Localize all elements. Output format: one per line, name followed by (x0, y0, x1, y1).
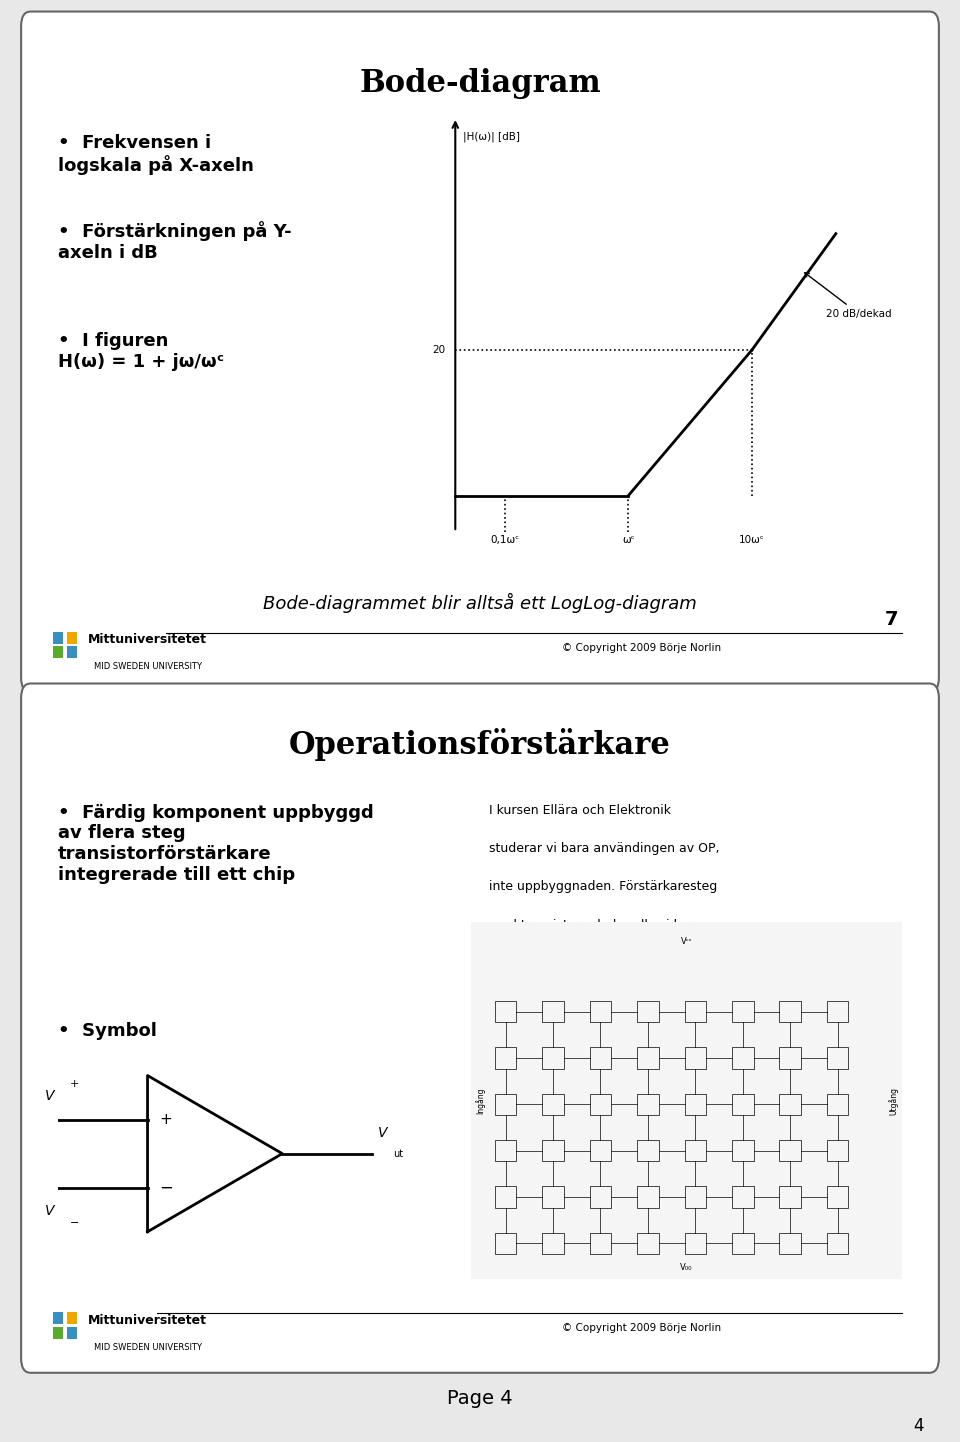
Text: Ingång: Ingång (475, 1087, 485, 1115)
Text: ωᶜ: ωᶜ (622, 535, 635, 545)
Bar (780, 1047, 801, 1069)
Bar (827, 1187, 849, 1208)
Bar (589, 1047, 612, 1069)
Bar (53, 632, 63, 643)
Bar (684, 1233, 706, 1255)
Bar (53, 1312, 63, 1324)
Bar (732, 1187, 754, 1208)
Bar (780, 1233, 801, 1255)
Bar (780, 1093, 801, 1115)
Bar (494, 1093, 516, 1115)
Bar (637, 1187, 659, 1208)
Bar (684, 1093, 706, 1115)
Bar (53, 1327, 63, 1338)
Text: 0,1ωᶜ: 0,1ωᶜ (491, 535, 519, 545)
Bar (827, 1047, 849, 1069)
Bar (542, 1001, 564, 1022)
Bar (827, 1233, 849, 1255)
Bar (66, 1327, 77, 1338)
Text: V₀₀: V₀₀ (681, 1263, 693, 1272)
Bar (66, 632, 77, 643)
Text: © Copyright 2009 Börje Norlin: © Copyright 2009 Börje Norlin (563, 643, 721, 653)
Bar (780, 1001, 801, 1022)
Text: V: V (45, 1089, 55, 1103)
Bar (732, 1093, 754, 1115)
Bar (494, 1141, 516, 1161)
Text: •  Färdig komponent uppbyggd
av flera steg
transistorförstärkare
integrerade til: • Färdig komponent uppbyggd av flera ste… (58, 803, 373, 884)
FancyBboxPatch shape (467, 919, 906, 1283)
Text: Mittuniversitetet: Mittuniversitetet (88, 1314, 207, 1327)
Bar (494, 1187, 516, 1208)
Bar (494, 1233, 516, 1255)
Text: inte uppbyggnaden. Förstärkaresteg: inte uppbyggnaden. Förstärkaresteg (489, 880, 717, 893)
Text: 20: 20 (432, 345, 445, 355)
Bar (542, 1233, 564, 1255)
Bar (827, 1093, 849, 1115)
Text: –  Kretschema för OP’n 741: – Kretschema för OP’n 741 (480, 1002, 694, 1015)
Text: −: − (70, 1218, 79, 1229)
Text: Utgång: Utgång (888, 1087, 898, 1115)
Bar (637, 1233, 659, 1255)
Bar (589, 1187, 612, 1208)
Text: 4: 4 (913, 1417, 924, 1435)
Bar (732, 1001, 754, 1022)
Bar (637, 1093, 659, 1115)
Text: 20 dB/dekad: 20 dB/dekad (804, 273, 892, 319)
Text: •  Symbol: • Symbol (58, 1021, 156, 1040)
Text: Bode-diagrammet blir alltså ett LogLog-diagram: Bode-diagrammet blir alltså ett LogLog-d… (263, 593, 697, 613)
Text: MID SWEDEN UNIVERSITY: MID SWEDEN UNIVERSITY (93, 1343, 202, 1351)
Bar (637, 1047, 659, 1069)
Text: Operationsförstärkare: Operationsförstärkare (289, 728, 671, 760)
Text: •  I figuren
H(ω) = 1 + jω/ωᶜ: • I figuren H(ω) = 1 + jω/ωᶜ (58, 332, 224, 371)
Bar (589, 1093, 612, 1115)
Bar (827, 1001, 849, 1022)
Bar (542, 1047, 564, 1069)
Text: −: − (159, 1178, 174, 1197)
Text: 7: 7 (884, 610, 898, 629)
Bar (780, 1141, 801, 1161)
Bar (66, 646, 77, 658)
Text: Mittuniversitetet: Mittuniversitetet (88, 633, 207, 646)
Text: +: + (159, 1112, 172, 1128)
Text: Bode-diagram: Bode-diagram (359, 68, 601, 99)
Bar (684, 1141, 706, 1161)
Text: Page 4: Page 4 (447, 1389, 513, 1409)
Bar (542, 1187, 564, 1208)
Text: +: + (70, 1079, 79, 1089)
Bar (827, 1141, 849, 1161)
Text: V: V (378, 1126, 388, 1141)
Bar (684, 1187, 706, 1208)
Bar (732, 1141, 754, 1161)
Text: Vᶜᶜ: Vᶜᶜ (681, 937, 692, 946)
Text: V: V (45, 1204, 55, 1218)
Bar (589, 1141, 612, 1161)
Bar (53, 646, 63, 658)
Bar (732, 1233, 754, 1255)
Text: •  Förstärkningen på Y-
axeln i dB: • Förstärkningen på Y- axeln i dB (58, 222, 291, 262)
Text: •  Frekvensen i
logskala på X-axeln: • Frekvensen i logskala på X-axeln (58, 134, 253, 174)
Bar (542, 1141, 564, 1161)
Text: I kursen Ellära och Elektronik: I kursen Ellära och Elektronik (489, 803, 671, 816)
Text: © Copyright 2009 Börje Norlin: © Copyright 2009 Börje Norlin (563, 1324, 721, 1334)
Bar (684, 1047, 706, 1069)
Text: ut: ut (394, 1149, 403, 1158)
Bar (684, 1001, 706, 1022)
Bar (494, 1047, 516, 1069)
Text: MID SWEDEN UNIVERSITY: MID SWEDEN UNIVERSITY (93, 662, 202, 671)
Bar (637, 1001, 659, 1022)
Bar (780, 1187, 801, 1208)
Bar (589, 1233, 612, 1255)
Text: studerar vi bara användingen av OP,: studerar vi bara användingen av OP, (489, 842, 719, 855)
Text: 10ωᶜ: 10ωᶜ (739, 535, 765, 545)
Bar (494, 1001, 516, 1022)
Text: Analog Elektronik.: Analog Elektronik. (489, 957, 603, 970)
Bar (732, 1047, 754, 1069)
Bar (589, 1001, 612, 1022)
Bar (542, 1093, 564, 1115)
Text: med transistorer behandlas i kursen: med transistorer behandlas i kursen (489, 919, 715, 932)
Text: |H(ω)| [dB]: |H(ω)| [dB] (463, 131, 519, 143)
Bar (637, 1141, 659, 1161)
Bar (66, 1312, 77, 1324)
